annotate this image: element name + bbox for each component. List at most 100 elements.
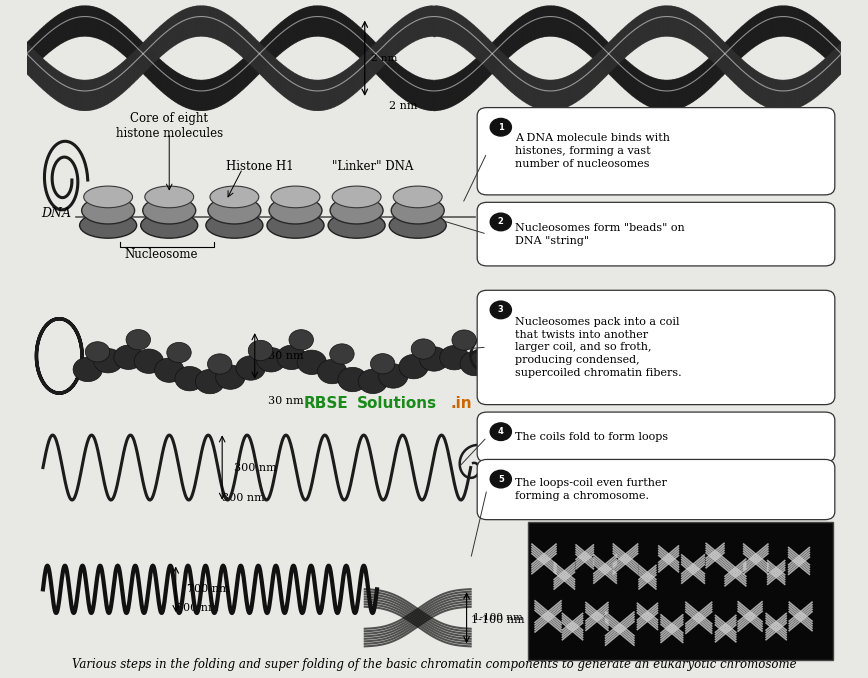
Polygon shape [655,7,656,38]
Polygon shape [637,16,639,47]
Polygon shape [728,47,730,78]
Polygon shape [387,54,389,85]
Circle shape [338,367,367,392]
Ellipse shape [83,186,133,207]
Polygon shape [457,73,459,103]
Ellipse shape [330,197,383,224]
Polygon shape [140,45,141,77]
Polygon shape [424,7,425,37]
Polygon shape [605,46,606,77]
Polygon shape [345,16,346,47]
Circle shape [411,339,436,359]
Polygon shape [73,79,75,108]
Polygon shape [677,7,678,37]
Polygon shape [194,80,195,110]
Polygon shape [416,10,417,41]
Polygon shape [90,80,92,110]
Polygon shape [70,9,71,39]
Polygon shape [116,66,118,98]
Circle shape [297,350,326,374]
Polygon shape [489,45,490,76]
Polygon shape [504,55,505,86]
Polygon shape [339,12,341,43]
Polygon shape [586,22,587,53]
Polygon shape [637,69,639,100]
Polygon shape [489,40,490,71]
Polygon shape [485,36,486,67]
Polygon shape [583,66,584,97]
Polygon shape [687,74,689,104]
Polygon shape [265,49,266,80]
Polygon shape [228,71,229,101]
Polygon shape [702,63,704,94]
Polygon shape [582,67,583,98]
Polygon shape [191,7,193,37]
Polygon shape [486,48,488,79]
Polygon shape [389,30,390,60]
Polygon shape [493,44,495,75]
Ellipse shape [145,186,194,207]
Text: Nucleosomes pack into a coil
that twists into another
larger coil, and so froth,: Nucleosomes pack into a coil that twists… [515,317,681,378]
Polygon shape [697,18,699,49]
Polygon shape [62,74,63,104]
Polygon shape [260,41,262,72]
Polygon shape [399,65,401,96]
Polygon shape [147,39,148,70]
Polygon shape [222,12,224,43]
Polygon shape [649,9,651,40]
Polygon shape [593,28,594,59]
Polygon shape [270,31,272,62]
Polygon shape [88,80,89,111]
Polygon shape [46,24,47,55]
Polygon shape [263,38,265,69]
Polygon shape [150,35,152,66]
Polygon shape [291,71,292,102]
Polygon shape [805,74,806,104]
Polygon shape [564,77,565,108]
Polygon shape [207,80,209,110]
Polygon shape [574,73,575,103]
Polygon shape [455,12,457,43]
Text: Histone H1: Histone H1 [227,160,294,173]
Polygon shape [137,48,138,79]
Polygon shape [727,40,728,71]
Polygon shape [675,79,677,109]
Polygon shape [503,54,504,85]
Polygon shape [109,72,111,102]
Polygon shape [409,73,411,103]
Polygon shape [273,29,274,60]
Polygon shape [670,80,671,110]
Polygon shape [723,44,725,75]
Polygon shape [621,30,622,61]
Polygon shape [517,19,519,49]
Polygon shape [71,8,73,38]
Polygon shape [152,52,153,83]
Polygon shape [40,28,42,60]
Polygon shape [643,13,644,43]
Text: 300 nm: 300 nm [222,493,265,503]
Polygon shape [549,6,550,36]
Polygon shape [39,30,40,61]
Polygon shape [354,62,356,94]
Polygon shape [344,15,345,45]
Polygon shape [160,60,161,91]
Polygon shape [781,81,783,111]
Polygon shape [834,49,836,80]
Polygon shape [435,81,436,111]
Polygon shape [341,73,342,103]
Polygon shape [746,22,747,53]
Polygon shape [791,7,792,37]
Circle shape [490,423,511,441]
Polygon shape [125,26,126,56]
Polygon shape [37,31,39,62]
Polygon shape [555,6,556,36]
Polygon shape [771,79,772,108]
Polygon shape [576,15,577,45]
Polygon shape [467,65,469,96]
Polygon shape [644,74,646,104]
Polygon shape [550,81,552,111]
Polygon shape [721,40,723,71]
Polygon shape [198,81,200,111]
Polygon shape [692,14,693,45]
Polygon shape [432,6,433,36]
